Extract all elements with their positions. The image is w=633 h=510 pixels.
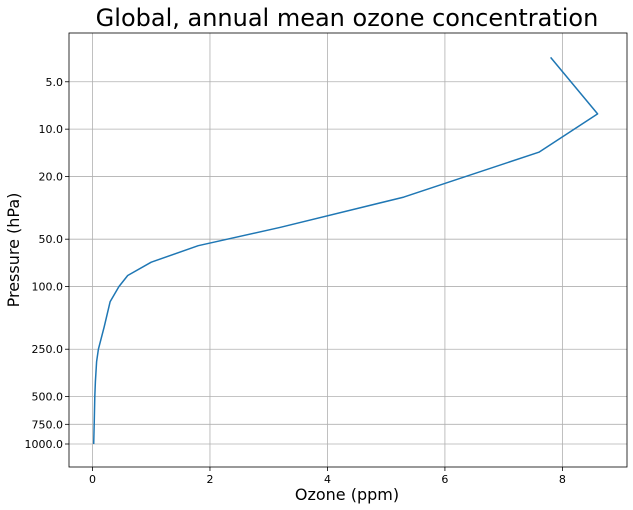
x-axis-ticks: 0 2 4 6 8 — [89, 467, 566, 486]
chart-title: Global, annual mean ozone concentration — [96, 4, 599, 32]
y-tick-label: 50.0 — [39, 233, 64, 246]
x-tick-label: 4 — [324, 473, 331, 486]
x-tick-label: 8 — [559, 473, 566, 486]
y-tick-label: 5.0 — [46, 76, 64, 89]
x-tick-label: 0 — [89, 473, 96, 486]
grid-lines — [69, 33, 627, 467]
y-axis-ticks: 5.0 10.0 20.0 50.0 100.0 250.0 500.0 750.0 1000.… — [25, 76, 69, 451]
y-tick-label: 250.0 — [32, 343, 64, 356]
ozone-series-line — [92, 56, 599, 445]
x-tick-label: 2 — [206, 473, 213, 486]
x-tick-label: 6 — [441, 473, 448, 486]
series-lines — [92, 56, 599, 445]
y-tick-label: 10.0 — [39, 123, 64, 136]
y-tick-label: 20.0 — [39, 171, 64, 184]
y-tick-label: 1000.0 — [25, 438, 64, 451]
y-tick-label: 500.0 — [32, 391, 64, 404]
plot-frame — [68, 32, 628, 468]
y-tick-label: 100.0 — [32, 281, 64, 294]
x-axis-label: Ozone (ppm) — [295, 485, 399, 504]
y-tick-label: 750.0 — [32, 418, 64, 431]
y-axis-label: Pressure (hPa) — [4, 193, 23, 308]
